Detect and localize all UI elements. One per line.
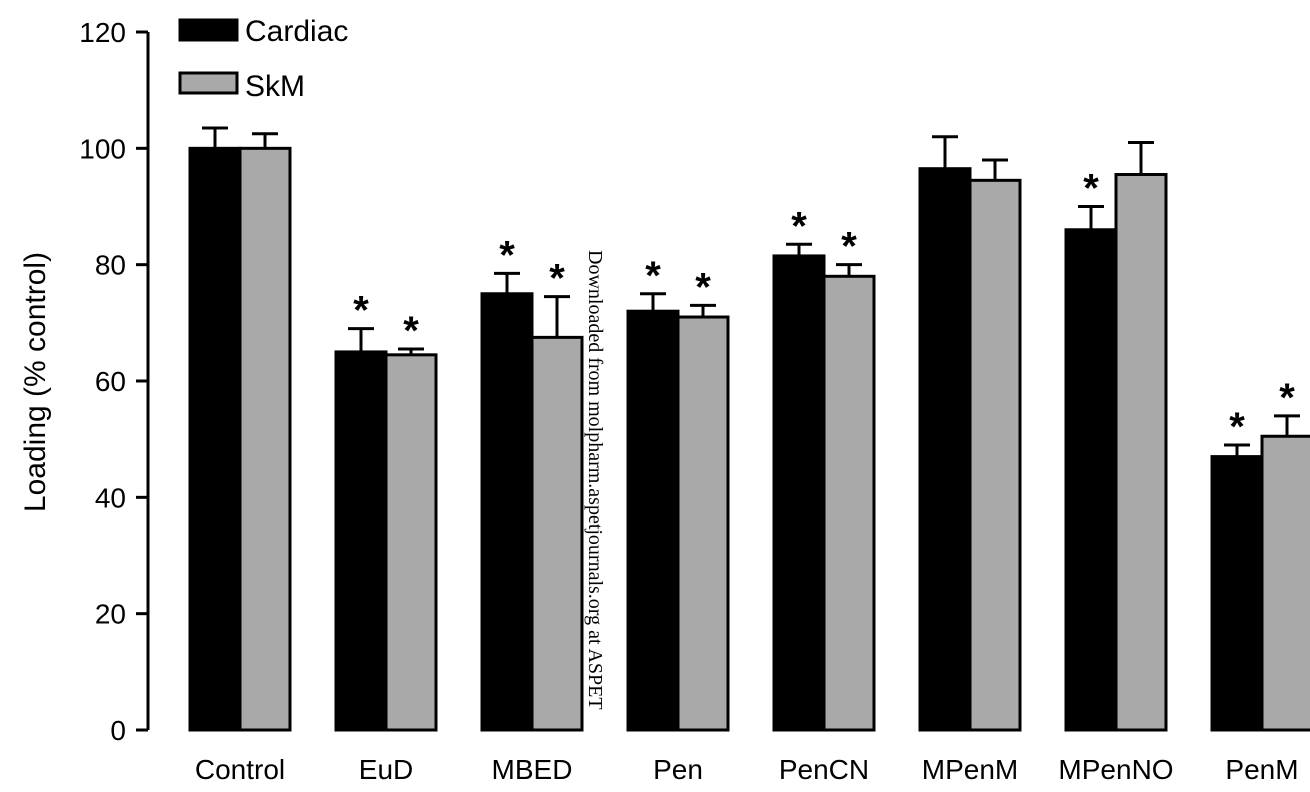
x-category-label: EuD	[359, 754, 413, 785]
watermark: Downloaded from molpharm.aspetjournals.o…	[584, 250, 606, 710]
y-tick-label: 40	[95, 482, 126, 513]
bar-skm-pencn	[822, 274, 876, 732]
significance-star: *	[353, 289, 369, 333]
bar-cardiac-eud	[334, 350, 388, 732]
significance-markers: * * * * * * * * * * *	[353, 167, 1295, 449]
axes: 0 20 40 60 80 100 120	[79, 17, 150, 746]
significance-star: *	[1083, 167, 1099, 211]
significance-star: *	[695, 265, 711, 309]
significance-star: *	[1279, 376, 1295, 420]
bar-skm-mpenm	[968, 178, 1022, 732]
bar-skm-penm	[1260, 434, 1310, 732]
significance-star: *	[841, 225, 857, 269]
y-tick-label: 120	[79, 17, 126, 48]
bar-cardiac-mbed	[480, 292, 534, 732]
legend: Cardiac SkM	[178, 15, 348, 103]
x-category-label: MBED	[492, 754, 573, 785]
bar-cardiac-pen	[626, 309, 680, 732]
significance-star: *	[499, 233, 515, 277]
bar-cardiac-mpenm	[918, 167, 972, 732]
y-tick-label: 20	[95, 599, 126, 630]
bar-cardiac-mpenno	[1064, 228, 1118, 732]
legend-swatch-cardiac	[178, 18, 239, 42]
x-category-label: Pen	[653, 754, 703, 785]
bar-cardiac-penm	[1210, 455, 1264, 732]
y-tick-label: 100	[79, 133, 126, 164]
bar-skm-control	[238, 146, 292, 732]
x-axis-labels: Control EuD MBED Pen PenCN MPenM MPenNO PenM	[195, 754, 1299, 785]
bar-cardiac-control	[188, 146, 242, 732]
bar-skm-mbed	[530, 335, 584, 732]
y-axis-title: Loading (% control)	[19, 252, 52, 512]
legend-label-cardiac: Cardiac	[245, 15, 348, 48]
x-category-label: Control	[195, 754, 285, 785]
y-tick-label: 0	[110, 715, 126, 746]
significance-star: *	[1229, 405, 1245, 449]
significance-star: *	[403, 309, 419, 353]
significance-star: *	[645, 254, 661, 298]
y-tick-label: 80	[95, 250, 126, 281]
x-category-label: MPenNO	[1058, 754, 1173, 785]
x-category-label: PenM	[1225, 754, 1298, 785]
significance-star: *	[549, 257, 565, 301]
bar-skm-pen	[676, 315, 730, 732]
y-tick-label: 60	[95, 366, 126, 397]
error-bars	[202, 126, 1300, 457]
x-category-label: PenCN	[779, 754, 869, 785]
bars	[188, 146, 1310, 732]
significance-star: *	[791, 204, 807, 248]
bar-skm-mpenno	[1114, 173, 1168, 732]
bar-skm-eud	[384, 353, 438, 732]
legend-swatch-skm	[178, 71, 239, 95]
bar-cardiac-pencn	[772, 254, 826, 732]
x-category-label: MPenM	[922, 754, 1018, 785]
legend-label-skm: SkM	[245, 70, 305, 103]
